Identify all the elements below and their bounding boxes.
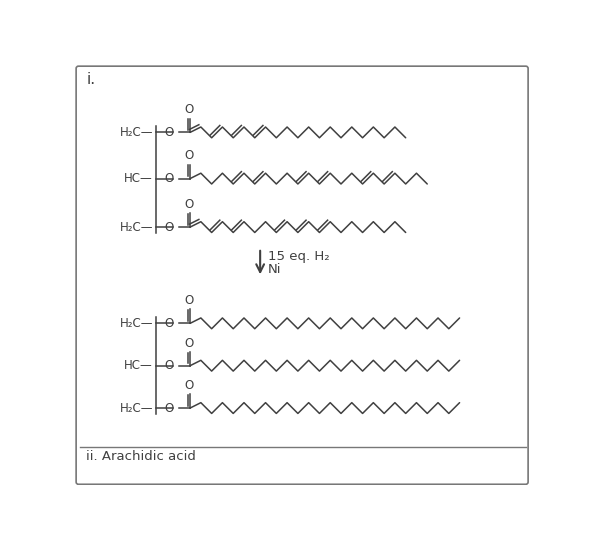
Text: H₂C—: H₂C—	[119, 126, 153, 139]
Text: HC—: HC—	[124, 172, 153, 185]
Text: HC—: HC—	[124, 359, 153, 372]
Text: O: O	[184, 198, 194, 211]
Text: Ni: Ni	[268, 263, 281, 276]
Text: O: O	[164, 402, 173, 415]
Text: O: O	[184, 103, 194, 116]
Text: H₂C—: H₂C—	[119, 402, 153, 415]
Text: 15 eq. H₂: 15 eq. H₂	[268, 250, 329, 263]
Text: O: O	[164, 359, 173, 372]
Text: i.: i.	[86, 72, 95, 87]
Text: H₂C—: H₂C—	[119, 317, 153, 330]
Text: O: O	[164, 317, 173, 330]
Text: O: O	[184, 294, 194, 307]
Text: O: O	[184, 336, 194, 349]
Text: H₂C—: H₂C—	[119, 221, 153, 234]
FancyBboxPatch shape	[76, 66, 528, 485]
Text: O: O	[184, 379, 194, 392]
Text: O: O	[164, 221, 173, 234]
Text: O: O	[184, 149, 194, 162]
Text: O: O	[164, 126, 173, 139]
Text: ii. Arachidic acid: ii. Arachidic acid	[86, 450, 196, 463]
Text: O: O	[164, 172, 173, 185]
